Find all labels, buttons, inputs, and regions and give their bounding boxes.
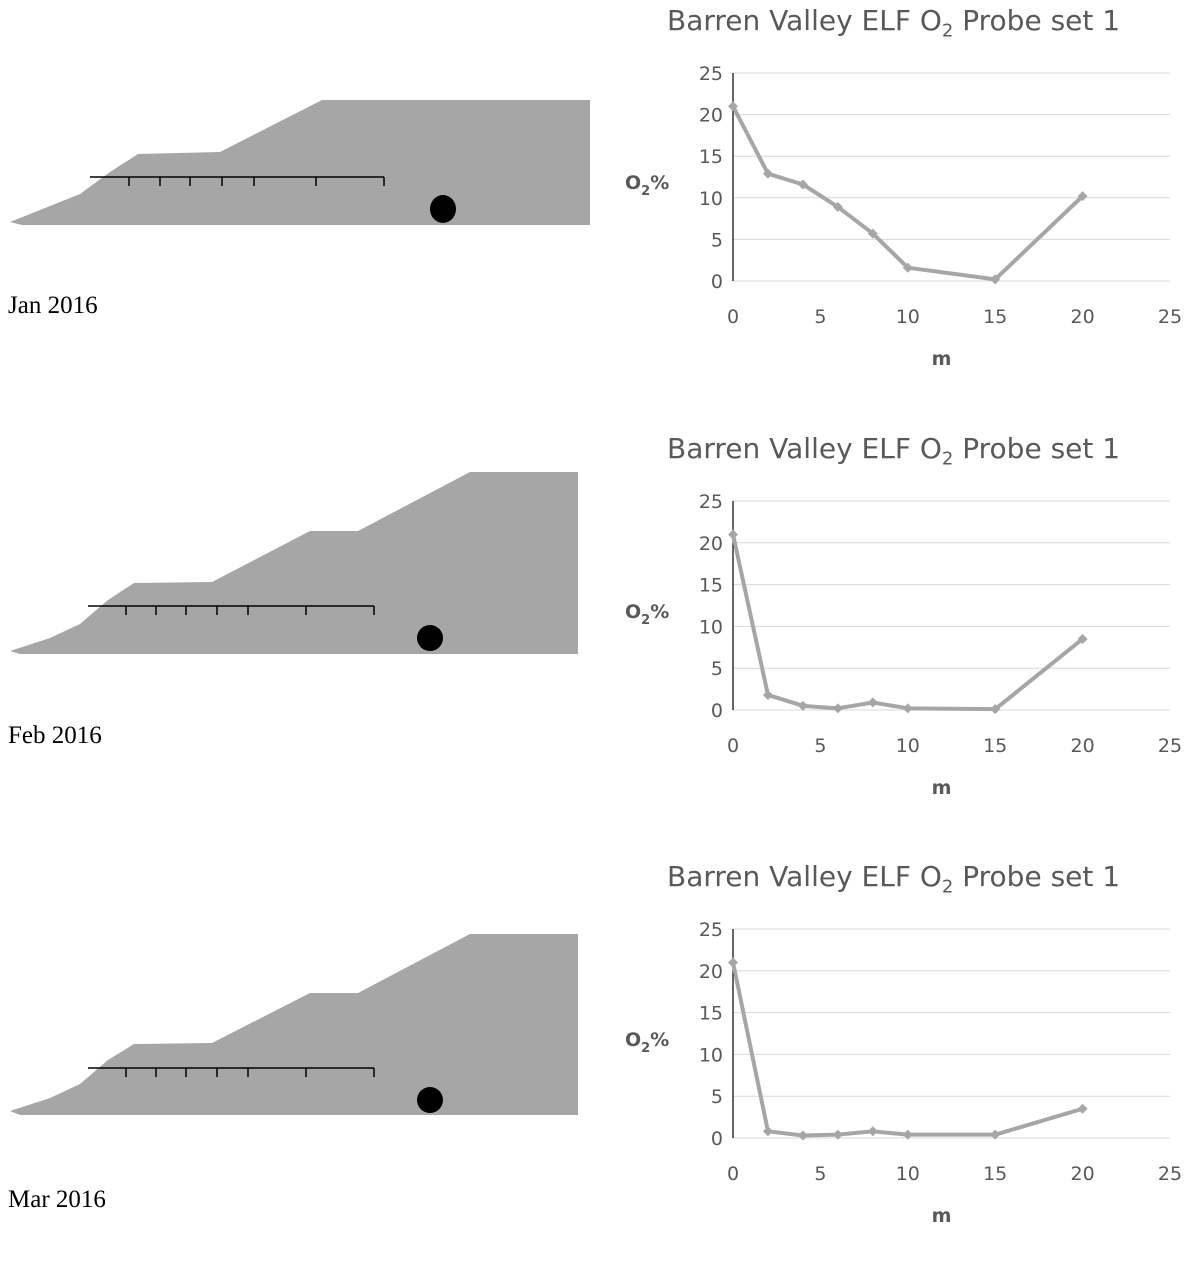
- y-tick-label: 5: [711, 229, 723, 251]
- panel-feb: Feb 2016 Barren Valley ELF O2 Probe set …: [0, 428, 1193, 848]
- y-tick-label: 20: [699, 105, 723, 127]
- x-axis-title: m: [932, 348, 952, 370]
- panel-jan: Jan 2016 Barren Valley ELF O2 Probe set …: [0, 0, 1193, 420]
- data-point: [797, 700, 808, 711]
- x-tick-label: 0: [727, 306, 739, 328]
- data-point: [832, 201, 843, 212]
- x-tick-label: 0: [727, 1163, 739, 1185]
- data-point: [902, 1129, 913, 1140]
- y-tick-label: 10: [699, 1044, 723, 1066]
- panel-mar: Mar 2016 Barren Valley ELF O2 Probe set …: [0, 856, 1193, 1276]
- x-tick-label: 20: [1071, 1163, 1095, 1185]
- ground-profile: [10, 100, 590, 225]
- y-tick-label: 25: [699, 63, 723, 85]
- ground-profile: [10, 934, 578, 1115]
- x-tick-label: 15: [983, 1163, 1007, 1185]
- pipe-circle: [417, 1087, 443, 1113]
- chart-title: Barren Valley ELF O2 Probe set 1: [667, 860, 1121, 898]
- x-tick-label: 25: [1158, 1163, 1182, 1185]
- data-point: [762, 689, 773, 700]
- data-point: [762, 168, 773, 179]
- cross-section-diagram: [10, 472, 578, 654]
- x-tick-label: 10: [896, 1163, 920, 1185]
- data-point: [728, 101, 738, 112]
- data-point: [797, 179, 808, 190]
- x-tick-label: 10: [896, 735, 920, 757]
- x-tick-label: 25: [1158, 306, 1182, 328]
- data-point: [990, 274, 1001, 285]
- x-tick-label: 15: [983, 306, 1007, 328]
- data-point: [902, 262, 913, 273]
- probe-line: [90, 176, 385, 186]
- data-point: [1077, 191, 1088, 202]
- x-axis-title: m: [932, 777, 952, 799]
- y-tick-label: 15: [699, 146, 723, 168]
- data-point: [728, 529, 738, 540]
- y-tick-label: 0: [711, 1128, 723, 1150]
- y-tick-label: 5: [711, 658, 723, 680]
- y-tick-label: 0: [711, 700, 723, 722]
- series-line: [731, 534, 1084, 712]
- x-tick-label: 20: [1071, 306, 1095, 328]
- chart-title: Barren Valley ELF O2 Probe set 1: [667, 432, 1121, 470]
- x-tick-label: 10: [896, 306, 920, 328]
- data-point: [990, 1129, 1001, 1140]
- data-point: [762, 1126, 773, 1137]
- x-tick-label: 5: [814, 306, 826, 328]
- y-tick-label: 20: [699, 961, 723, 983]
- data-point: [832, 703, 843, 714]
- data-point: [797, 1130, 808, 1141]
- line-chart: 0 5 10 15 20 25 0 5 10 15 20 25 m O2%: [625, 491, 1182, 799]
- probe-line: [88, 1067, 375, 1077]
- y-tick-label: 10: [699, 616, 723, 638]
- probe-line: [88, 605, 375, 615]
- y-axis-title: O2%: [625, 601, 669, 628]
- data-point: [867, 1126, 878, 1137]
- y-tick-label: 15: [699, 1003, 723, 1025]
- y-tick-label: 15: [699, 575, 723, 597]
- y-tick-label: 25: [699, 491, 723, 513]
- pipe-circle: [417, 625, 443, 651]
- data-point: [832, 1129, 843, 1140]
- y-tick-label: 5: [711, 1086, 723, 1108]
- date-label: Feb 2016: [8, 722, 102, 749]
- cross-section-diagram: [10, 100, 590, 225]
- y-tick-label: 20: [699, 533, 723, 555]
- series-line: [731, 105, 1084, 282]
- date-label: Mar 2016: [8, 1186, 106, 1213]
- cross-section-diagram: [10, 934, 578, 1115]
- line-chart: 0 5 10 15 20 25 0 5 10 15 20 25 m O2%: [625, 63, 1182, 370]
- ground-profile: [10, 472, 578, 654]
- line-chart: 0 5 10 15 20 25 0 5 10 15 20 25 m O2%: [625, 919, 1182, 1227]
- x-tick-label: 5: [814, 1163, 826, 1185]
- x-axis-title: m: [932, 1205, 952, 1227]
- x-tick-label: 0: [727, 735, 739, 757]
- data-point: [1077, 1103, 1088, 1114]
- data-point: [867, 228, 878, 239]
- x-tick-label: 25: [1158, 735, 1182, 757]
- chart-title: Barren Valley ELF O2 Probe set 1: [667, 4, 1121, 42]
- date-label: Jan 2016: [8, 292, 98, 319]
- data-point: [867, 697, 878, 708]
- x-tick-label: 15: [983, 735, 1007, 757]
- y-tick-label: 10: [699, 188, 723, 210]
- data-point: [728, 957, 738, 968]
- data-point: [1077, 633, 1088, 644]
- y-tick-label: 25: [699, 919, 723, 941]
- y-axis-title: O2%: [625, 172, 669, 199]
- y-tick-label: 0: [711, 271, 723, 293]
- y-axis-title: O2%: [625, 1029, 669, 1056]
- pipe-circle: [430, 195, 456, 223]
- series-line: [731, 962, 1084, 1138]
- x-tick-label: 5: [814, 735, 826, 757]
- data-point: [902, 703, 913, 714]
- data-point: [990, 704, 1001, 715]
- x-tick-label: 20: [1071, 735, 1095, 757]
